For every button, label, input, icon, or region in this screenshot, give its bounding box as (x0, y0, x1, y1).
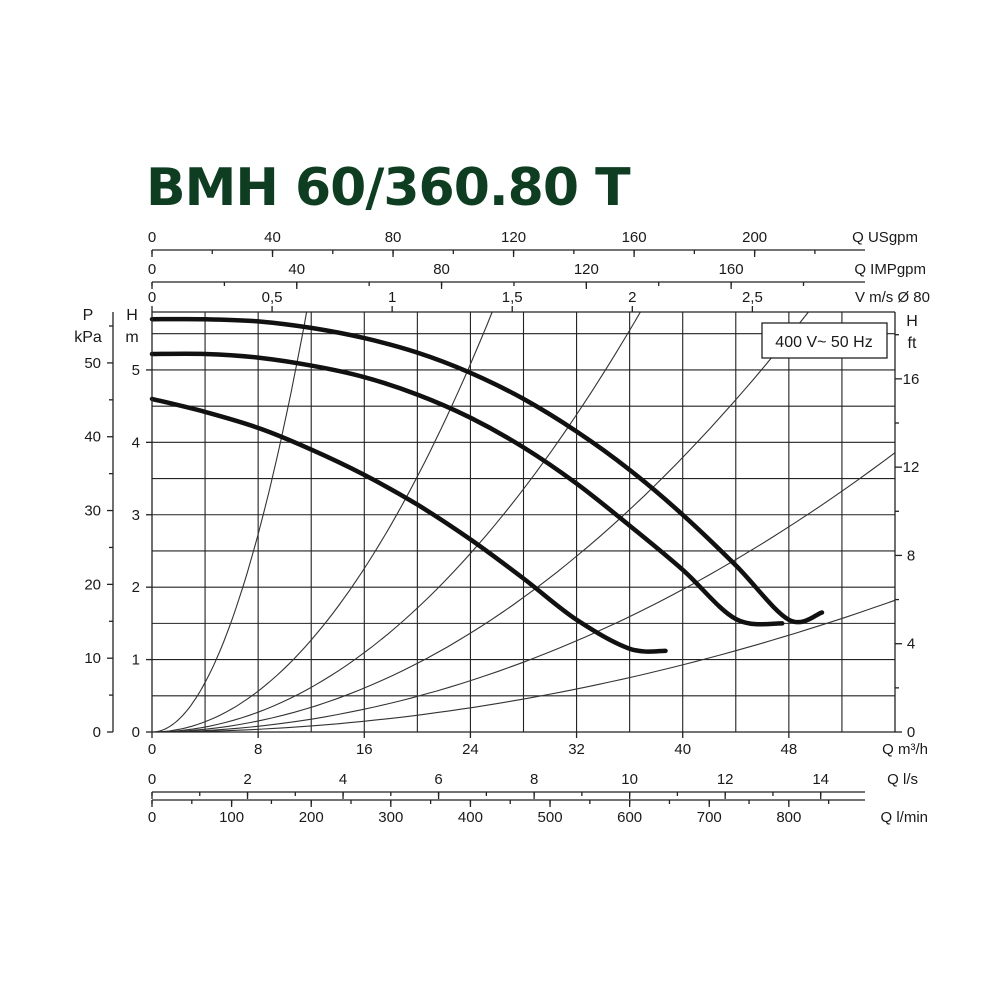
h-ft-tick-label: 12 (903, 459, 920, 476)
q-impgpm-tick-label: 0 (148, 261, 156, 278)
q-ls-tick-label: 6 (434, 771, 442, 788)
q-usgpm-tick-label: 0 (148, 229, 156, 246)
p-kpa-tick-label: 0 (93, 724, 101, 741)
q-usgpm-axis-label: Q USgpm (852, 229, 918, 246)
q-lmin-tick-label: 600 (617, 809, 642, 826)
system-curve (151, 311, 308, 733)
p-kpa-axis-label-top: P (83, 307, 94, 324)
v-ms-tick-label: 2 (628, 289, 636, 306)
q-impgpm-tick-label: 120 (574, 261, 599, 278)
system-curve (151, 311, 809, 733)
q-ls-tick-label: 4 (339, 771, 347, 788)
v-ms-tick-label: 0,5 (262, 289, 283, 306)
pump-curves (149, 316, 825, 654)
voltage-annotation-box: 400 V~ 50 Hz (761, 322, 888, 359)
v-ms-tick-label: 2,5 (742, 289, 763, 306)
h-m-axis-label-top: H (126, 307, 138, 324)
pump-curve-1 (149, 316, 825, 625)
p-kpa-tick-label: 20 (84, 576, 101, 593)
q-usgpm-tick-label: 40 (264, 229, 281, 246)
q-usgpm-tick-label: 160 (622, 229, 647, 246)
q-lmin-tick-label: 700 (697, 809, 722, 826)
system-curve (152, 599, 896, 733)
pump-curve-2 (149, 351, 785, 627)
v-ms-tick-label: 0 (148, 289, 156, 306)
q-lmin-tick-label: 500 (538, 809, 563, 826)
h-m-tick-label: 0 (132, 724, 140, 741)
q-m3h-tick-label: 40 (674, 741, 691, 758)
grid-layer (152, 312, 895, 732)
q-ls-axis-label: Q l/s (887, 771, 918, 788)
p-kpa-tick-label: 50 (84, 355, 101, 372)
v-ms-axis-label: V m/s Ø 80 (855, 289, 930, 306)
q-ls-tick-label: 10 (621, 771, 638, 788)
q-ls-tick-label: 8 (530, 771, 538, 788)
axes-layer (107, 249, 902, 807)
q-ls-tick-label: 12 (717, 771, 734, 788)
h-m-tick-label: 1 (132, 652, 140, 669)
system-curves (151, 311, 896, 733)
q-m3h-tick-label: 8 (254, 741, 262, 758)
h-m-tick-label: 3 (132, 507, 140, 524)
h-ft-axis-label-top: H (906, 313, 918, 330)
q-impgpm-axis-label: Q IMPgpm (854, 261, 926, 278)
chart-title: BMH 60/360.80 T (146, 158, 631, 218)
system-curve (151, 311, 641, 733)
p-kpa-tick-label: 40 (84, 429, 101, 446)
q-m3h-tick-label: 24 (462, 741, 479, 758)
q-lmin-tick-label: 800 (776, 809, 801, 826)
h-m-tick-label: 4 (132, 434, 140, 451)
q-lmin-axis-label: Q l/min (880, 809, 928, 826)
q-lmin-tick-label: 200 (299, 809, 324, 826)
v-ms-tick-label: 1 (388, 289, 396, 306)
h-m-axis-label-bottom: m (125, 329, 138, 346)
q-ls-tick-label: 0 (148, 771, 156, 788)
q-usgpm-tick-label: 200 (742, 229, 767, 246)
q-lmin-tick-label: 100 (219, 809, 244, 826)
q-lmin-tick-label: 300 (378, 809, 403, 826)
h-ft-tick-label: 16 (903, 371, 920, 388)
q-ls-tick-label: 2 (243, 771, 251, 788)
p-kpa-tick-label: 10 (84, 650, 101, 667)
q-usgpm-tick-label: 80 (385, 229, 402, 246)
q-impgpm-tick-label: 80 (433, 261, 450, 278)
h-m-tick-label: 5 (132, 362, 140, 379)
q-usgpm-tick-label: 120 (501, 229, 526, 246)
pump-curve-3 (149, 396, 668, 654)
p-kpa-tick-label: 30 (84, 503, 101, 520)
q-m3h-tick-label: 32 (568, 741, 585, 758)
h-ft-tick-label: 8 (907, 547, 915, 564)
system-curve (151, 311, 493, 733)
system-curve (151, 452, 896, 733)
v-ms-tick-label: 1,5 (502, 289, 523, 306)
q-m3h-tick-label: 16 (356, 741, 373, 758)
q-ls-tick-label: 14 (812, 771, 829, 788)
q-m3h-tick-label: 0 (148, 741, 156, 758)
q-lmin-tick-label: 0 (148, 809, 156, 826)
h-ft-tick-label: 0 (907, 724, 915, 741)
q-m3h-axis-label: Q m³/h (882, 741, 928, 758)
q-lmin-tick-label: 400 (458, 809, 483, 826)
q-impgpm-tick-label: 40 (288, 261, 305, 278)
h-ft-tick-label: 4 (907, 636, 915, 653)
q-m3h-tick-label: 48 (781, 741, 798, 758)
p-kpa-axis-label-bottom: kPa (74, 329, 102, 346)
h-m-tick-label: 2 (132, 579, 140, 596)
voltage-annotation: 400 V~ 50 Hz (775, 334, 872, 351)
q-impgpm-tick-label: 160 (719, 261, 744, 278)
h-ft-axis-label-bottom: ft (908, 335, 917, 352)
